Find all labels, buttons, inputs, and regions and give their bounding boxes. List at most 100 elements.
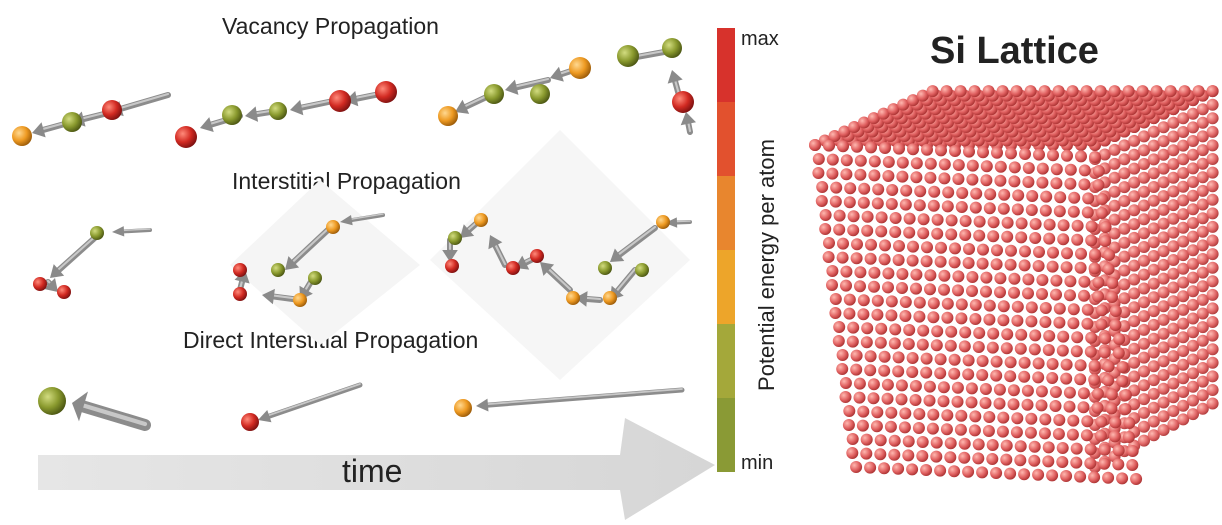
lattice-atom bbox=[1118, 236, 1131, 249]
lattice-atom bbox=[812, 153, 825, 165]
lattice-atom bbox=[874, 336, 887, 349]
lattice-atom bbox=[921, 241, 933, 254]
lattice-atom bbox=[816, 181, 829, 193]
lattice-atom bbox=[1206, 275, 1219, 288]
lattice-atom bbox=[1138, 393, 1150, 406]
lattice-atom bbox=[1167, 130, 1180, 143]
lattice-atom bbox=[1122, 85, 1135, 98]
lattice-atom bbox=[1033, 148, 1045, 161]
lattice-atom bbox=[916, 450, 929, 462]
lattice-atom bbox=[1147, 208, 1160, 221]
lattice-atom bbox=[812, 167, 825, 179]
lattice-atom bbox=[1118, 181, 1131, 194]
lattice-atom bbox=[1106, 277, 1119, 289]
lattice-atom bbox=[1001, 328, 1014, 341]
lattice-atom bbox=[1108, 227, 1121, 240]
lattice-atom bbox=[1147, 277, 1160, 290]
lattice-atom bbox=[1024, 426, 1037, 439]
propagation-arrow bbox=[476, 387, 685, 412]
lattice-atom bbox=[1138, 227, 1150, 240]
lattice-atom bbox=[1136, 85, 1149, 98]
lattice-atom bbox=[963, 145, 975, 158]
lattice-atom bbox=[912, 422, 925, 434]
lattice-atom bbox=[856, 419, 869, 432]
lattice-atom bbox=[844, 182, 857, 195]
lattice-atom bbox=[1094, 429, 1107, 442]
lattice-atom bbox=[1029, 218, 1042, 230]
lattice-atom bbox=[1071, 331, 1084, 344]
lattice-atom bbox=[952, 159, 965, 171]
lattice-atom bbox=[1128, 259, 1141, 272]
lattice-atom bbox=[1128, 273, 1141, 286]
lattice-atom bbox=[965, 382, 978, 395]
lattice-atom bbox=[1085, 220, 1098, 233]
lattice-atom bbox=[1187, 148, 1199, 161]
lattice-atom bbox=[829, 293, 842, 305]
lattice-atom bbox=[1206, 356, 1219, 369]
lattice-atom bbox=[1112, 444, 1125, 457]
lattice-atom bbox=[962, 354, 975, 367]
lattice-atom bbox=[1196, 184, 1209, 197]
orange-atom bbox=[603, 291, 617, 305]
lattice-atom bbox=[854, 280, 866, 293]
lattice-atom bbox=[958, 340, 971, 353]
lattice-atom bbox=[1118, 195, 1131, 207]
lattice-atom bbox=[879, 239, 891, 252]
lattice-atom bbox=[1206, 207, 1219, 220]
propagation-arrow bbox=[285, 225, 333, 270]
lattice-atom bbox=[1138, 365, 1150, 378]
lattice-atom bbox=[1150, 85, 1163, 98]
lattice-atom bbox=[1042, 455, 1055, 468]
lattice-atom bbox=[1147, 250, 1160, 262]
lattice-atom bbox=[966, 285, 978, 297]
lattice-atom bbox=[1091, 401, 1104, 414]
lattice-atom bbox=[1123, 417, 1136, 429]
lattice-atom bbox=[1053, 414, 1066, 426]
lattice-atom bbox=[969, 410, 982, 423]
lattice-atom bbox=[1206, 261, 1219, 274]
lattice-atom bbox=[1060, 358, 1073, 371]
lattice-atom bbox=[1177, 345, 1190, 357]
lattice-atom bbox=[910, 268, 923, 281]
lattice-atom bbox=[963, 243, 975, 255]
lattice-atom bbox=[909, 380, 922, 392]
lattice-atom bbox=[902, 449, 915, 462]
lattice-atom bbox=[1196, 157, 1209, 170]
lattice-atom bbox=[951, 381, 964, 394]
red-atom bbox=[102, 100, 122, 120]
lattice-atom bbox=[895, 379, 908, 392]
lattice-atom bbox=[1130, 473, 1143, 485]
colorbar-segment bbox=[717, 28, 735, 102]
lattice-atom bbox=[914, 185, 927, 198]
lattice-atom bbox=[861, 322, 874, 335]
lattice-atom bbox=[1138, 351, 1150, 364]
lattice-atom bbox=[945, 214, 958, 227]
lattice-atom bbox=[1056, 344, 1069, 357]
lattice-atom bbox=[830, 181, 843, 194]
lattice-atom bbox=[906, 366, 919, 378]
lattice-atom bbox=[1078, 164, 1091, 177]
lattice-atom bbox=[875, 211, 888, 224]
lattice-atom bbox=[1138, 185, 1150, 198]
lattice-atom bbox=[959, 215, 972, 227]
lattice-atom bbox=[892, 365, 905, 378]
lattice-atom bbox=[982, 85, 995, 98]
lattice-atom bbox=[1109, 319, 1122, 331]
lattice-atom bbox=[1026, 190, 1039, 202]
lattice-atom bbox=[1177, 180, 1190, 193]
lattice-atom bbox=[968, 424, 981, 437]
lattice-atom bbox=[1167, 336, 1180, 349]
lattice-atom bbox=[920, 352, 933, 365]
lattice-atom bbox=[1018, 259, 1031, 272]
lattice-atom bbox=[1187, 339, 1199, 352]
lattice-atom bbox=[973, 229, 986, 242]
lattice-atom bbox=[1187, 217, 1199, 229]
lattice-atom bbox=[906, 463, 919, 476]
lattice-atom bbox=[940, 85, 953, 98]
lattice-atom bbox=[1187, 312, 1199, 325]
olive-atom bbox=[271, 263, 285, 277]
lattice-atom bbox=[1014, 342, 1027, 355]
lattice-atom bbox=[1021, 384, 1034, 397]
lattice-atom bbox=[903, 324, 916, 336]
